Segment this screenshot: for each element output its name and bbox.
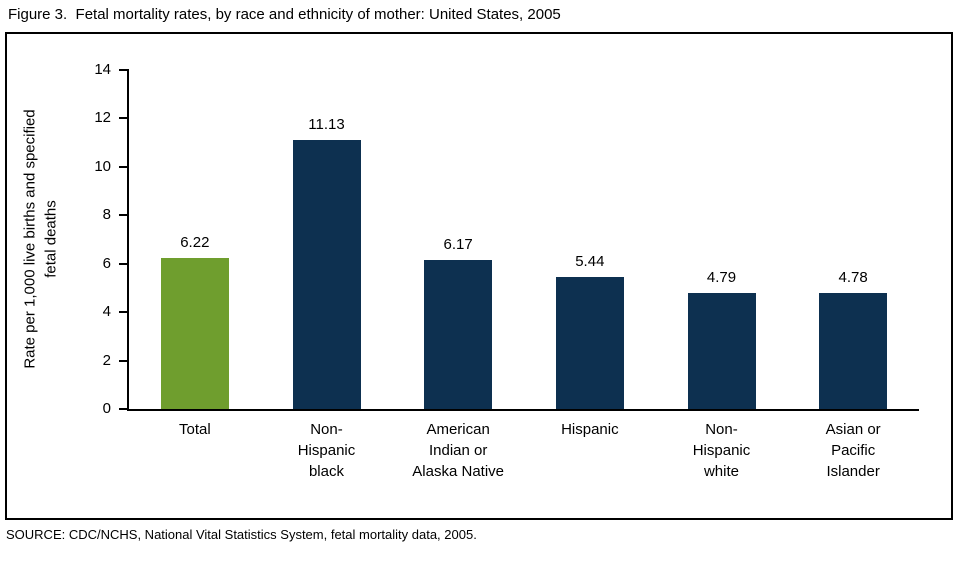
bar [819, 293, 888, 409]
y-tick-label: 10 [94, 157, 111, 175]
bar-value-label: 4.78 [838, 269, 868, 287]
chart-box: Rate per 1,000 live births and specified… [5, 32, 953, 520]
category-label: Hispanic [561, 421, 619, 438]
y-tick-mark [119, 359, 129, 362]
category-label: American Indian or Alaska Native [412, 421, 505, 480]
y-tick-mark [119, 311, 129, 314]
y-tick-mark [119, 117, 129, 120]
y-tick-mark [119, 408, 129, 410]
bar [555, 277, 624, 409]
y-tick-label: 6 [102, 254, 111, 272]
y-tick-label: 8 [102, 206, 111, 224]
bar-value-label: 6.17 [443, 235, 473, 253]
y-tick-mark [119, 262, 129, 265]
bar-value-label: 6.22 [180, 234, 210, 252]
bar-value-label: 5.44 [575, 253, 605, 271]
y-tick-mark [119, 69, 129, 71]
bar [292, 139, 361, 409]
category-label: Non- Hispanic black [297, 421, 356, 480]
y-tick-label: 12 [94, 109, 111, 127]
figure-title: Figure 3. Fetal mortality rates, by race… [8, 6, 561, 23]
y-tick-label: 4 [102, 303, 111, 321]
y-tick-label: 0 [102, 400, 111, 417]
source-note: SOURCE: CDC/NCHS, National Vital Statist… [6, 527, 477, 542]
category-label: Total [178, 421, 211, 438]
y-axis-label: Rate per 1,000 live births and specified… [21, 109, 60, 369]
category-label: Non- Hispanic white [692, 421, 751, 480]
plot-area: 0 2 4 6 8 10 12 14 6.22 Total 11.13 Non- Hispanic b… [94, 61, 919, 480]
category-label: Asian or Pacific Islander [825, 421, 881, 480]
bar [160, 258, 229, 409]
y-tick-mark [119, 214, 129, 217]
bar-value-label: 4.79 [706, 269, 737, 287]
bar [687, 293, 756, 409]
bar [424, 259, 493, 409]
y-tick-label: 14 [94, 61, 111, 78]
bar-value-label: 11.13 [308, 115, 345, 133]
y-tick-mark [119, 165, 129, 168]
y-tick-label: 2 [102, 351, 111, 369]
